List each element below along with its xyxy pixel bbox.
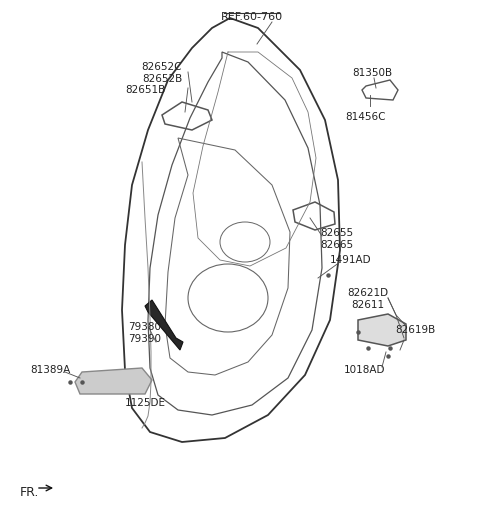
Text: 82651B: 82651B bbox=[125, 85, 165, 95]
Text: REF.60-760: REF.60-760 bbox=[221, 12, 283, 22]
Polygon shape bbox=[75, 368, 152, 394]
Text: 81456C: 81456C bbox=[345, 112, 385, 122]
Text: 81350B: 81350B bbox=[352, 68, 392, 78]
Text: 82621D
82611: 82621D 82611 bbox=[348, 288, 389, 311]
Polygon shape bbox=[145, 300, 183, 350]
Text: 82655
82665: 82655 82665 bbox=[320, 228, 353, 250]
Text: 1018AD: 1018AD bbox=[344, 365, 386, 375]
Text: 82619B: 82619B bbox=[395, 325, 435, 335]
Text: 81389A: 81389A bbox=[30, 365, 70, 375]
Text: FR.: FR. bbox=[20, 486, 39, 498]
Text: 82652C
82652B: 82652C 82652B bbox=[142, 62, 182, 85]
Text: 79380
79390: 79380 79390 bbox=[128, 322, 161, 344]
Text: 1491AD: 1491AD bbox=[330, 255, 372, 265]
Polygon shape bbox=[358, 314, 406, 346]
Text: 1125DE: 1125DE bbox=[124, 398, 166, 408]
